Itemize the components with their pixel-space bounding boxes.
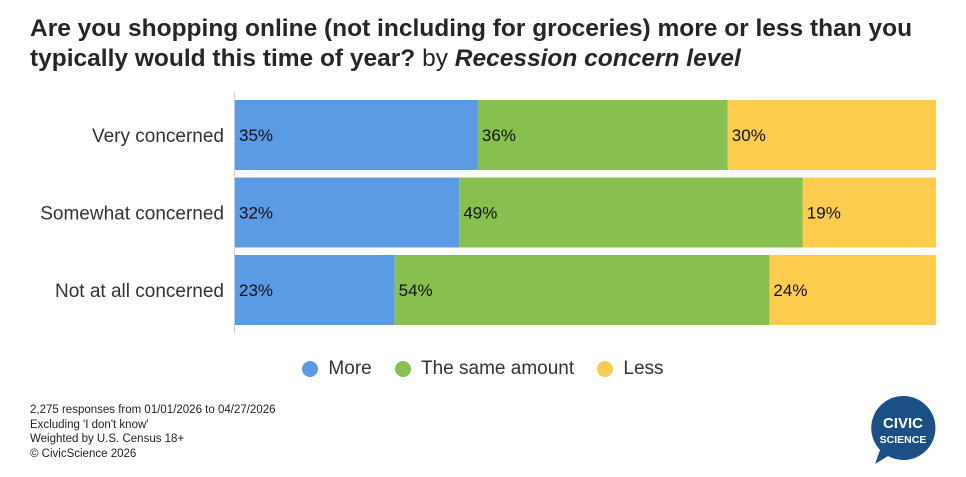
logo-text-civic: CIVIC xyxy=(883,415,923,432)
legend-swatch-same xyxy=(395,361,411,377)
data-label: 23% xyxy=(239,281,273,300)
footnote-copyright: © CivicScience 2026 xyxy=(30,447,137,460)
bar-segment xyxy=(802,177,936,248)
legend-label-same: The same amount xyxy=(421,358,575,379)
bar-segment xyxy=(727,100,936,170)
bar-segment xyxy=(769,255,936,325)
bar-segment xyxy=(235,177,460,248)
legend-item-less: Less xyxy=(597,358,664,380)
category-label: Not at all concerned xyxy=(55,281,224,302)
data-label: 54% xyxy=(399,281,433,300)
data-label: 36% xyxy=(482,126,516,145)
legend-label-less: Less xyxy=(623,358,664,379)
bar-segment xyxy=(235,255,395,325)
legend: More The same amount Less xyxy=(0,358,966,383)
logo-text-science: SCIENCE xyxy=(880,434,927,446)
footnote-responses: 2,275 responses from 01/01/2026 to 04/27… xyxy=(30,404,276,416)
data-label: 35% xyxy=(239,126,273,145)
data-label: 24% xyxy=(773,281,807,300)
category-label: Somewhat concerned xyxy=(40,204,224,225)
legend-swatch-less xyxy=(597,361,614,377)
title-by: by xyxy=(422,45,448,72)
legend-item-more: More xyxy=(302,358,372,380)
civicscience-logo: CIVIC SCIENCE xyxy=(871,395,936,464)
legend-item-same: The same amount xyxy=(395,358,574,380)
footnote-weighting: Weighted by U.S. Census 18+ xyxy=(30,433,185,445)
legend-label-more: More xyxy=(328,358,372,379)
footnote-exclusion: Excluding 'I don't know' xyxy=(30,418,149,431)
stacked-bar-chart: Very concerned 35% 36% 30% Somewhat concerne… xyxy=(40,92,936,333)
chart-title: Are you shopping online (not including f… xyxy=(30,14,950,74)
footnotes: 2,275 responses from 01/01/2026 to 04/27… xyxy=(30,403,276,461)
data-label: 30% xyxy=(732,126,766,145)
title-dimension: Recession concern level xyxy=(454,45,741,72)
bar-segment xyxy=(477,100,728,170)
logo-speech-bubble xyxy=(871,395,936,464)
bar-segment xyxy=(459,177,803,248)
bar-segment xyxy=(394,255,770,325)
title-question: Are you shopping online (not including f… xyxy=(30,15,913,72)
legend-swatch-more xyxy=(302,361,319,377)
bar-segment xyxy=(235,100,478,170)
data-label: 49% xyxy=(463,204,497,223)
category-label: Very concerned xyxy=(92,126,224,147)
data-label: 19% xyxy=(807,204,841,223)
data-label: 32% xyxy=(239,204,273,223)
